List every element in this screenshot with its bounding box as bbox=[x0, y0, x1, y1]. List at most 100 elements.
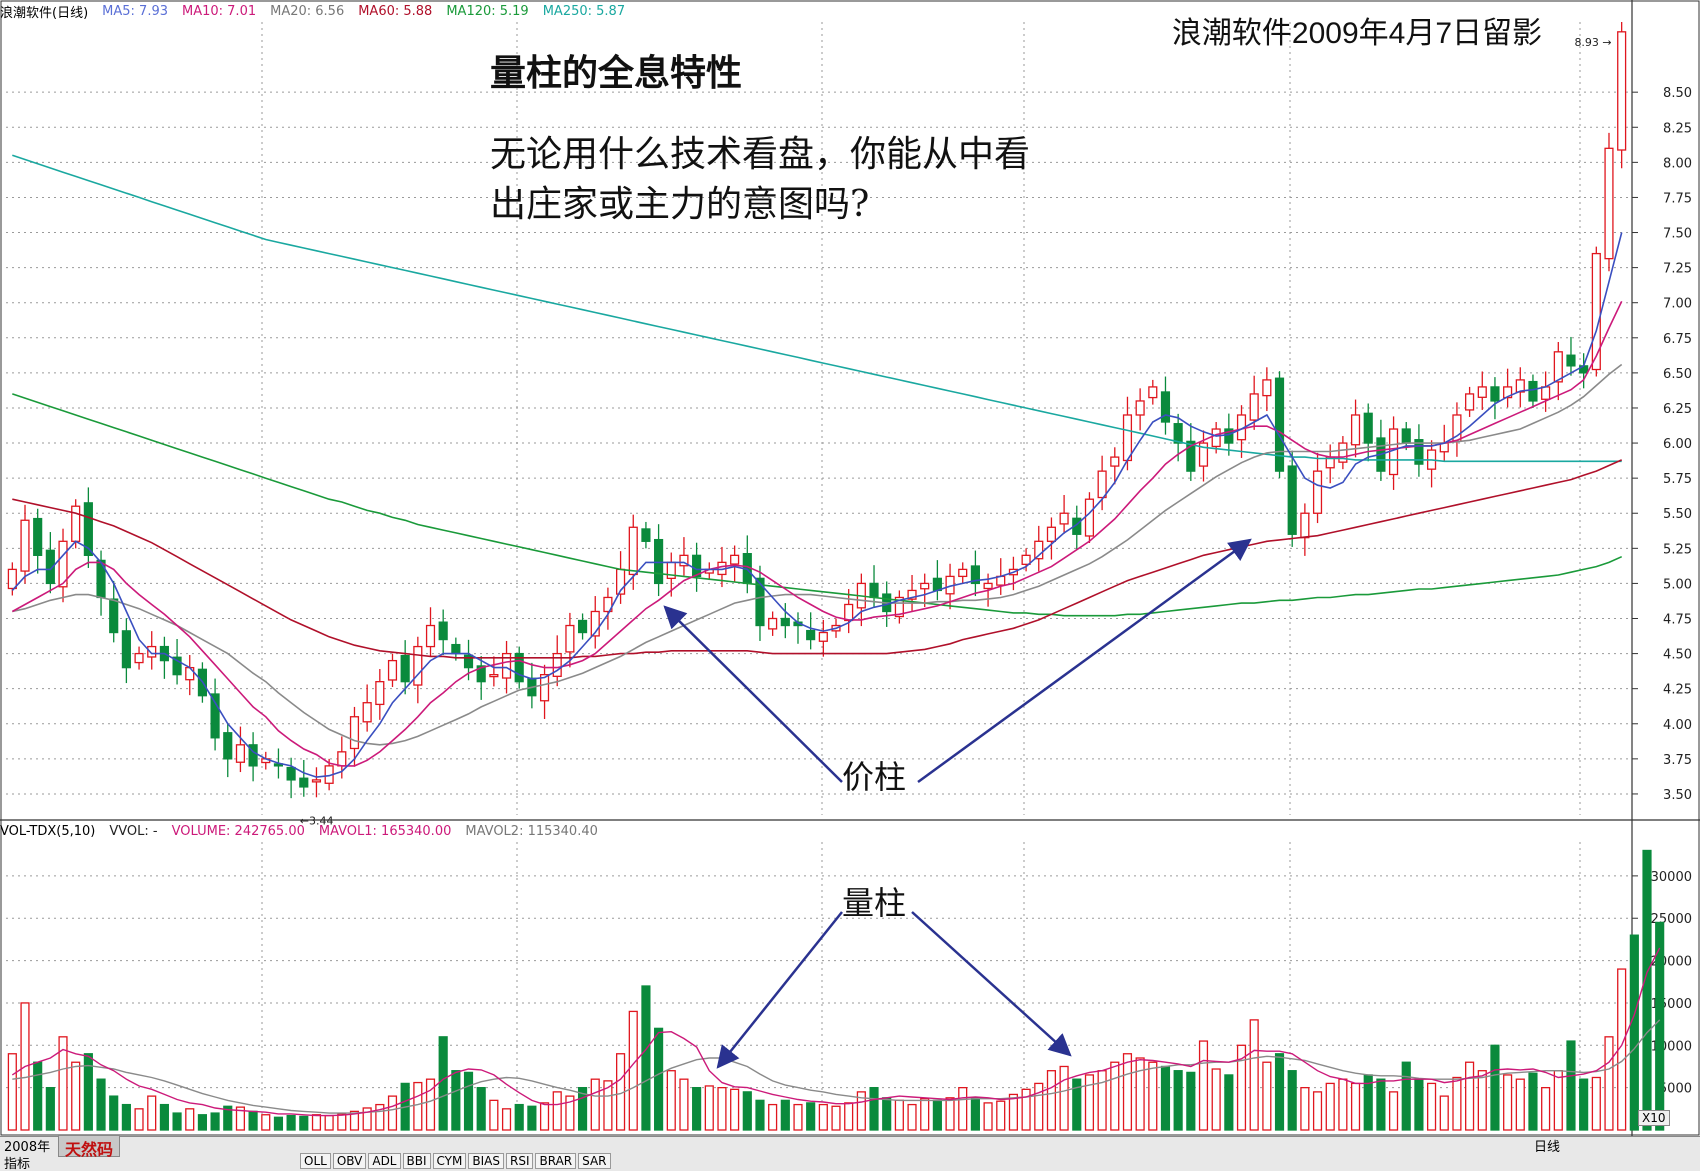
volume-tick-label: 5000 bbox=[1659, 1082, 1692, 1097]
volume-bar bbox=[882, 1097, 892, 1131]
indicator-tab[interactable]: RSI bbox=[505, 1153, 534, 1169]
indicator-tab[interactable]: ADL bbox=[368, 1153, 401, 1169]
candle bbox=[362, 684, 372, 732]
candle-body bbox=[438, 621, 448, 641]
candle-body bbox=[730, 554, 740, 565]
volume-bar bbox=[527, 1105, 537, 1131]
candle bbox=[1465, 386, 1475, 417]
indicator-tab[interactable]: CYM bbox=[432, 1153, 467, 1169]
volume-bars bbox=[7, 849, 1665, 1131]
candle bbox=[1287, 450, 1297, 547]
volume-bar bbox=[856, 1091, 866, 1131]
volume-bar bbox=[71, 1061, 81, 1131]
volume-bar bbox=[286, 1114, 296, 1131]
period-label[interactable]: 日线 bbox=[1533, 1140, 1560, 1155]
price-tick-label: 5.00 bbox=[1663, 577, 1692, 592]
candle-body bbox=[1338, 442, 1348, 463]
candle bbox=[1262, 367, 1272, 412]
indicator-tab[interactable]: BIAS bbox=[468, 1153, 504, 1169]
candle bbox=[1110, 447, 1120, 485]
candle bbox=[311, 767, 322, 798]
price-tick-label: 6.75 bbox=[1663, 332, 1692, 347]
indicator-tab[interactable]: SAR bbox=[578, 1153, 611, 1169]
candle-body bbox=[844, 603, 854, 622]
volume-bar bbox=[1401, 1061, 1411, 1131]
candle bbox=[438, 609, 448, 655]
candle bbox=[1072, 505, 1082, 550]
volume-bar bbox=[147, 1095, 157, 1131]
volume-bar bbox=[1350, 1082, 1361, 1131]
candle bbox=[1553, 342, 1563, 401]
candle-body bbox=[806, 629, 816, 641]
candle-body bbox=[932, 577, 942, 592]
volume-bar bbox=[413, 1081, 423, 1131]
volume-bar bbox=[1059, 1065, 1069, 1131]
zoom-label[interactable]: X10 bbox=[1638, 1110, 1670, 1126]
candle-body bbox=[476, 665, 486, 683]
candle bbox=[806, 612, 816, 650]
volume-bar bbox=[159, 1103, 169, 1131]
volume-bar bbox=[375, 1103, 385, 1131]
volume-bar bbox=[755, 1099, 765, 1131]
price-header: 浪潮软件(日线) MA5: 7.93 MA10: 7.01 MA20: 6.56… bbox=[0, 0, 625, 22]
candle bbox=[1338, 436, 1348, 470]
volume-bar bbox=[1160, 1065, 1171, 1131]
candle-body bbox=[375, 681, 385, 706]
candle bbox=[235, 726, 246, 773]
volume-bar bbox=[1338, 1078, 1348, 1131]
volume-bar bbox=[970, 1097, 980, 1131]
indicator-tab[interactable]: OBV bbox=[332, 1153, 367, 1169]
candle-body bbox=[501, 652, 512, 679]
indicator-tab[interactable]: BRAR bbox=[535, 1153, 577, 1169]
volume-bar bbox=[1097, 1070, 1107, 1131]
ma10-line bbox=[11, 300, 1623, 767]
price-tick-label: 4.25 bbox=[1663, 683, 1692, 698]
date-stamp: 浪潮软件2009年4月7日留影 bbox=[1171, 17, 1542, 50]
volume-bar bbox=[501, 1108, 512, 1131]
volume-bar bbox=[109, 1095, 119, 1131]
price-tick-label: 6.25 bbox=[1663, 402, 1692, 417]
candle-body bbox=[1566, 354, 1576, 367]
candle bbox=[1414, 424, 1424, 477]
candle bbox=[1236, 405, 1247, 458]
candle-body bbox=[1363, 412, 1373, 444]
candle bbox=[692, 542, 702, 592]
volume-bar bbox=[1021, 1088, 1031, 1131]
candle-body bbox=[641, 528, 651, 542]
ime-toolbar[interactable]: 天然码 bbox=[58, 1135, 121, 1159]
candle bbox=[539, 664, 550, 719]
volume-bar bbox=[1173, 1070, 1183, 1131]
volume-bar bbox=[1110, 1061, 1120, 1131]
volume-bar bbox=[679, 1078, 689, 1131]
candle bbox=[159, 636, 169, 679]
candle-body bbox=[1211, 428, 1221, 448]
candle bbox=[768, 611, 778, 636]
indicator-tab[interactable]: OLL bbox=[300, 1153, 331, 1169]
candle bbox=[577, 613, 588, 640]
candle bbox=[1427, 440, 1437, 488]
volume-bar bbox=[324, 1114, 334, 1131]
candles bbox=[7, 22, 1627, 799]
candle-body bbox=[869, 582, 879, 599]
price-tick-label: 4.00 bbox=[1663, 718, 1692, 733]
indicator-tab[interactable]: BBI bbox=[402, 1153, 431, 1169]
volume-bar bbox=[337, 1113, 347, 1131]
volume-bar bbox=[96, 1078, 106, 1131]
candle bbox=[1059, 494, 1069, 534]
price-tick-label: 7.25 bbox=[1663, 262, 1692, 277]
candle-body bbox=[1477, 386, 1487, 398]
volume-bar bbox=[387, 1095, 398, 1131]
volume-bar bbox=[1452, 1076, 1462, 1131]
candle bbox=[514, 646, 524, 689]
volume-bar bbox=[33, 1061, 43, 1131]
ma120-line bbox=[12, 393, 1623, 617]
candle-body bbox=[654, 538, 664, 585]
candle-body bbox=[1135, 400, 1145, 416]
volume-bar bbox=[1148, 1061, 1158, 1131]
candle-body bbox=[565, 624, 575, 653]
price-tick-label: 7.50 bbox=[1663, 227, 1692, 242]
candle bbox=[58, 528, 68, 603]
indicator-tab-label[interactable]: 指标 bbox=[4, 1157, 31, 1172]
volume-bar bbox=[349, 1110, 360, 1131]
